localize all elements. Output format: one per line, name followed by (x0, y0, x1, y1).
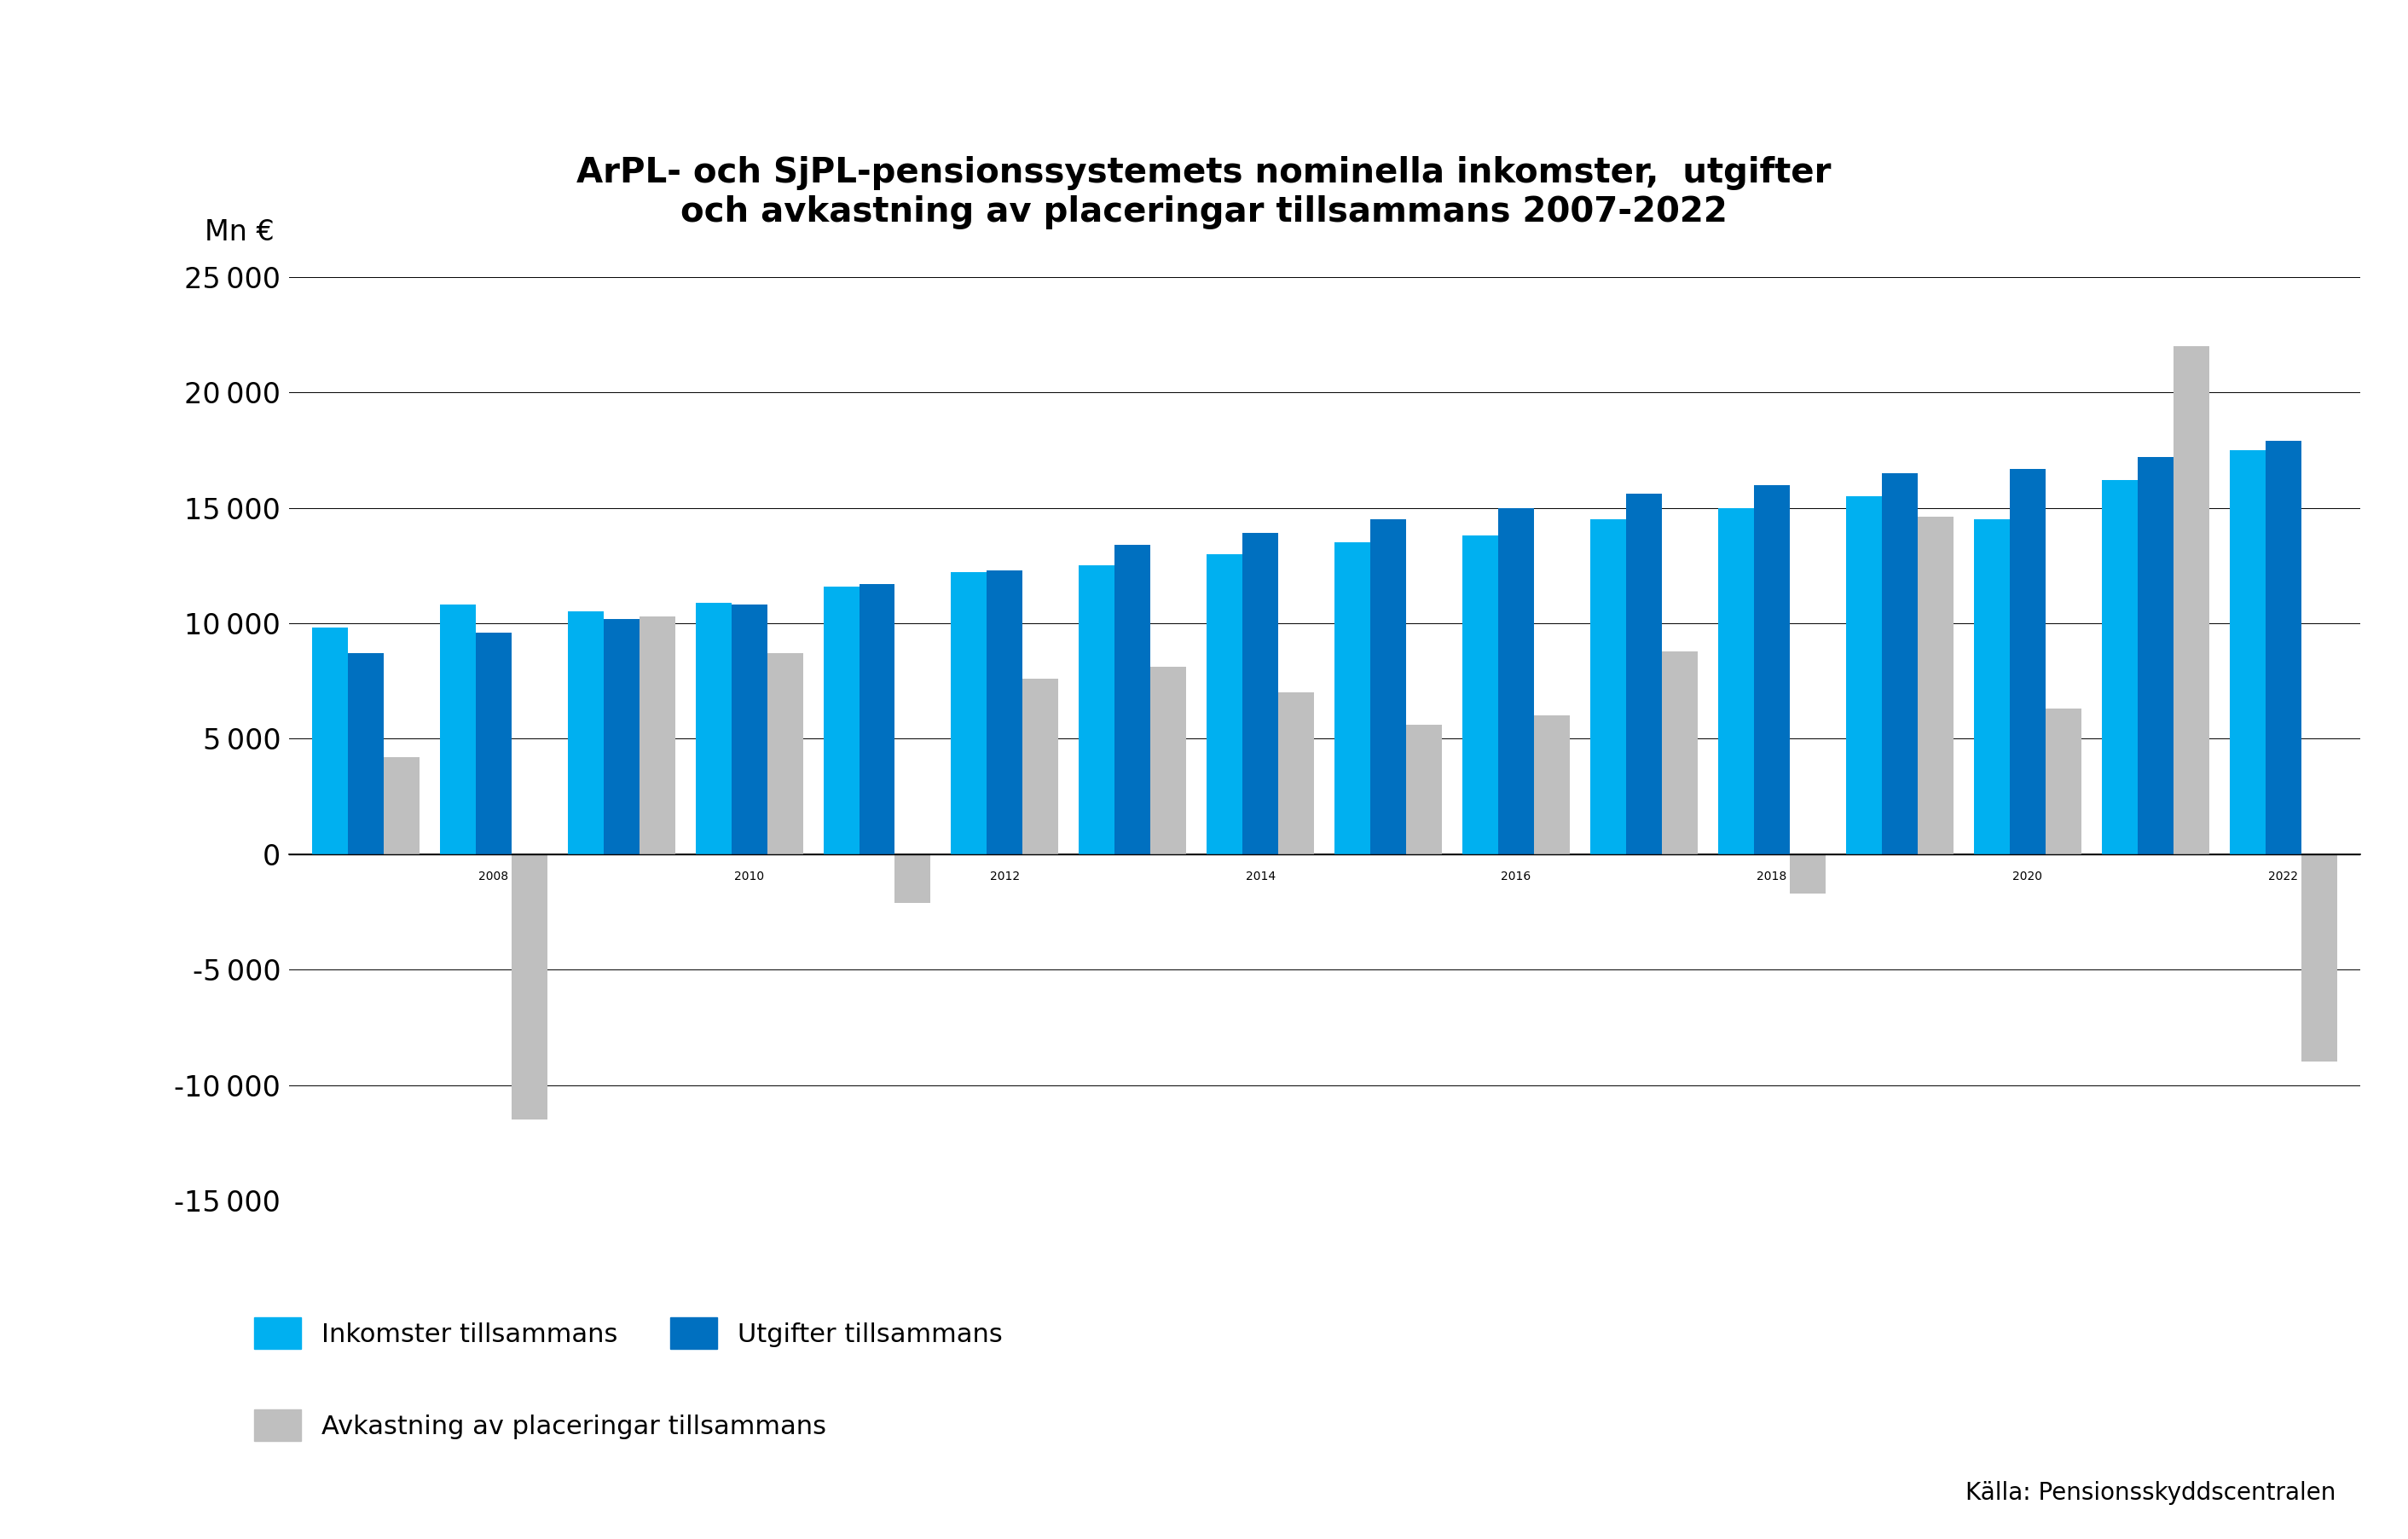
Bar (1789, 854, 1825, 893)
Bar (1498, 508, 1534, 854)
Bar (1625, 494, 1662, 854)
Text: Källa: Pensionsskyddscentralen: Källa: Pensionsskyddscentralen (1965, 1481, 2336, 1505)
Bar (604, 619, 638, 854)
Bar (1589, 519, 1625, 854)
Bar (383, 757, 419, 854)
Bar (1151, 666, 1187, 854)
Bar (2266, 440, 2302, 854)
Bar (1243, 532, 1279, 854)
Bar (2230, 449, 2266, 854)
Bar (347, 653, 383, 854)
Bar (1370, 519, 1406, 854)
Bar (1115, 545, 1151, 854)
Bar (1847, 496, 1881, 854)
Bar (1334, 542, 1370, 854)
Bar (568, 611, 604, 854)
Bar (2302, 854, 2336, 1062)
Bar (477, 633, 510, 854)
Bar (1023, 679, 1060, 854)
Bar (1079, 566, 1115, 854)
Bar (696, 602, 732, 854)
Bar (1206, 554, 1243, 854)
Bar (951, 573, 987, 854)
Bar (732, 605, 768, 854)
Bar (638, 616, 674, 854)
Bar (824, 586, 860, 854)
Bar (1753, 485, 1789, 854)
Legend: Avkastning av placeringar tillsammans: Avkastning av placeringar tillsammans (253, 1410, 826, 1442)
Bar (1881, 472, 1917, 854)
Bar (1975, 519, 2011, 854)
Bar (2138, 457, 2172, 854)
Legend: Inkomster tillsammans, Utgifter tillsammans: Inkomster tillsammans, Utgifter tillsamm… (253, 1317, 1002, 1350)
Bar (1279, 693, 1315, 854)
Bar (987, 569, 1023, 854)
Bar (768, 653, 802, 854)
Text: ArPL- och SjPL-pensionssystemets nominella inkomster,  utgifter
och avkastning a: ArPL- och SjPL-pensionssystemets nominel… (576, 155, 1832, 229)
Bar (2172, 346, 2208, 854)
Bar (1662, 651, 1698, 854)
Bar (896, 854, 929, 902)
Bar (2011, 468, 2044, 854)
Bar (1534, 716, 1570, 854)
Bar (313, 628, 347, 854)
Bar (1719, 508, 1753, 854)
Bar (441, 605, 477, 854)
Text: Mn €: Mn € (205, 219, 275, 246)
Bar (1406, 725, 1442, 854)
Bar (2102, 480, 2138, 854)
Bar (2044, 708, 2081, 854)
Bar (1462, 536, 1498, 854)
Bar (1917, 517, 1953, 854)
Bar (510, 854, 547, 1120)
Bar (860, 583, 896, 854)
